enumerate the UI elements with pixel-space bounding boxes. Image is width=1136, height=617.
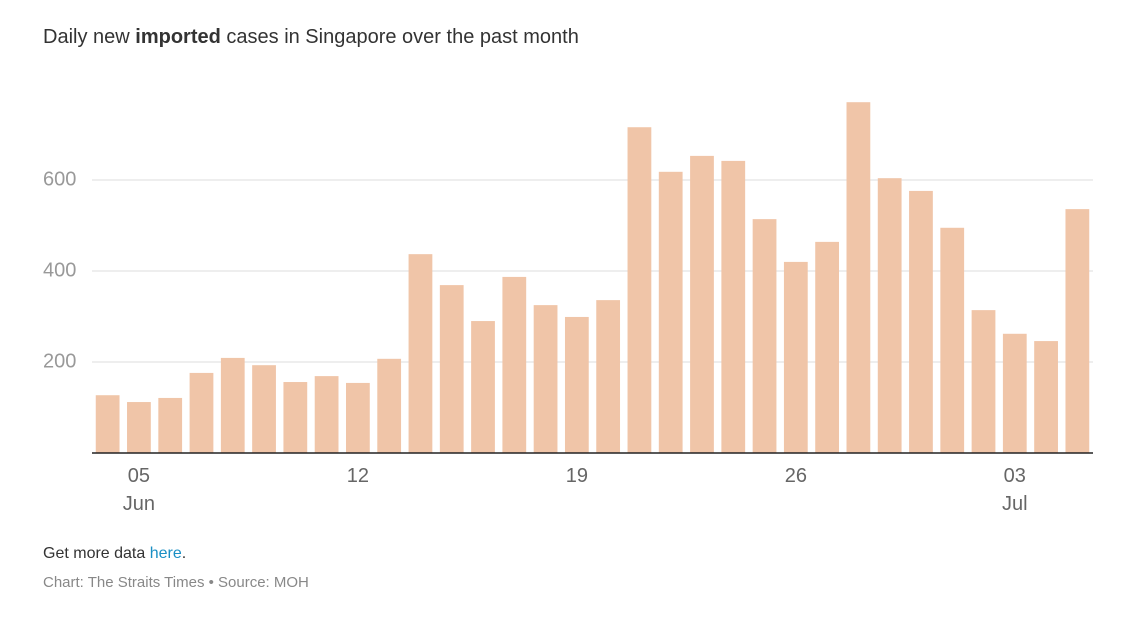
title-part: Daily new (43, 26, 136, 48)
bar (940, 227, 965, 453)
bar (220, 357, 245, 453)
bar (1034, 341, 1058, 453)
x-tick-label: 03 Jul (1002, 465, 1028, 515)
chart-title: Daily new imported cases in Singapore ov… (43, 26, 579, 49)
bar (846, 102, 871, 453)
bar (1065, 209, 1090, 453)
bar (189, 372, 214, 453)
y-tick-label: 400 (43, 259, 76, 281)
bar (95, 395, 120, 453)
bar (408, 254, 433, 453)
more-link[interactable]: here (149, 545, 182, 562)
bar (971, 310, 996, 453)
bar (252, 365, 276, 453)
bar (909, 190, 933, 454)
title-bold: imported (135, 26, 221, 48)
title-part: cases in Singapore over the past month (220, 26, 579, 48)
more-data: Get more data here. (43, 545, 186, 563)
bar (127, 402, 151, 453)
bar (690, 155, 714, 453)
bar (158, 397, 183, 453)
x-tick-label: 26 (784, 465, 807, 487)
bar (783, 261, 808, 453)
x-tick-label: 19 (565, 465, 588, 487)
bar (721, 160, 746, 453)
bar (377, 358, 402, 453)
x-tick-label: 12 (346, 465, 370, 487)
bar (877, 178, 902, 453)
bar (502, 276, 527, 453)
bar (596, 300, 621, 453)
bar (627, 127, 652, 453)
bar (658, 171, 683, 453)
bar (1002, 333, 1027, 453)
source: Chart: The Straits Times • Source: MOH (43, 574, 309, 591)
bar (439, 285, 464, 453)
bar (815, 241, 839, 453)
bar (471, 321, 495, 453)
bar (346, 382, 370, 453)
bar (752, 219, 777, 453)
y-tick-label: 200 (43, 350, 76, 372)
more-text: . (181, 545, 187, 562)
bar (314, 376, 339, 453)
bar (564, 316, 589, 453)
bar (283, 382, 308, 453)
bar (533, 305, 558, 453)
y-tick-label: 600 (43, 168, 76, 190)
x-tick-label: 05 Jun (122, 465, 156, 515)
more-text: Get more data (43, 545, 150, 562)
